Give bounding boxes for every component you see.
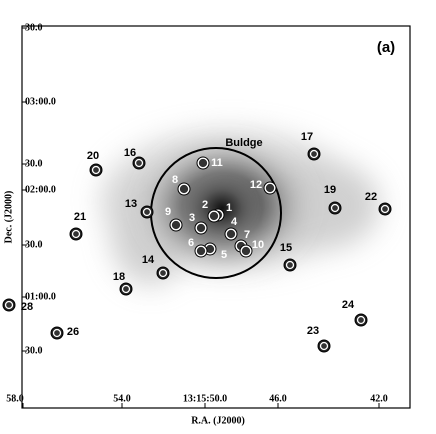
source-ring [226,229,236,239]
source-label: 20 [87,150,99,162]
panel-label: (a) [377,39,395,56]
y-tick-label: 30.0 [25,239,43,250]
source-label: 24 [342,299,355,311]
x-tick-label: 58.0 [6,393,24,404]
source-ring [91,165,101,175]
source-label: 21 [74,211,86,223]
source-label: 17 [301,131,313,143]
source-ring [309,149,319,159]
source-label: 9 [165,206,171,218]
y-tick-label: 02:00.0 [25,184,56,195]
source-label: 6 [188,237,194,249]
source-ring [179,184,189,194]
source-label: 16 [124,147,136,159]
y-tick-label: 01:00.0 [25,291,56,302]
y-tick-label: 03:00.0 [25,96,56,107]
source-ring [196,246,206,256]
source-ring [319,341,329,351]
source-ring [285,260,295,270]
source-ring [198,158,208,168]
source-label: 23 [307,325,319,337]
diffuse-emission [100,130,380,285]
source-ring [52,328,62,338]
source-label: 8 [172,174,178,186]
source-label: 19 [324,184,336,196]
source-label: 13 [125,198,137,210]
source-label: 10 [252,239,264,251]
source-ring [356,315,366,325]
source-label: 7 [244,229,250,241]
source-ring [171,220,181,230]
source-label: 14 [142,254,155,266]
source-ring [158,268,168,278]
source-ring [205,244,215,254]
source-ring [196,223,206,233]
source-label: 18 [113,271,125,283]
source-ring [241,246,251,256]
y-tick-label: 30.0 [25,345,43,356]
source-ring [209,211,219,221]
y-tick-label: 30.0 [25,158,43,169]
x-tick-label: 42.0 [370,393,388,404]
source-label: 11 [211,157,223,169]
bulge-label: Buldge [225,137,262,149]
source-ring [330,203,340,213]
overlay: 58.0 54.0 13:15:50.0 46.0 42.0 30.0 03:00.0 30.… [2,22,392,408]
source-label: 15 [280,242,292,254]
source-label: 28 [21,301,33,313]
source-label: 3 [189,212,195,224]
source-label: 12 [250,179,262,191]
source-label: 22 [365,191,377,203]
source-ring [142,207,152,217]
source-ring [134,158,144,168]
source-ring [71,229,81,239]
source-label: 26 [67,326,79,338]
y-axis-title: Dec. (J2000) [3,191,14,244]
source-ring [4,300,14,310]
x-tick-label: 13:15:50.0 [183,393,227,404]
source-label: 1 [226,202,232,214]
y-tick-label: 30.0 [25,22,43,33]
x-tick-label: 46.0 [269,393,287,404]
x-axis-title: R.A. (J2000) [191,415,245,426]
source-label: 5 [221,249,227,261]
source-label: 4 [231,216,238,228]
x-tick-label: 54.0 [113,393,131,404]
source-ring [121,284,131,294]
source-ring [265,183,275,193]
source-label: 2 [202,199,208,211]
source-ring [380,204,390,214]
plot-frame [21,25,411,409]
